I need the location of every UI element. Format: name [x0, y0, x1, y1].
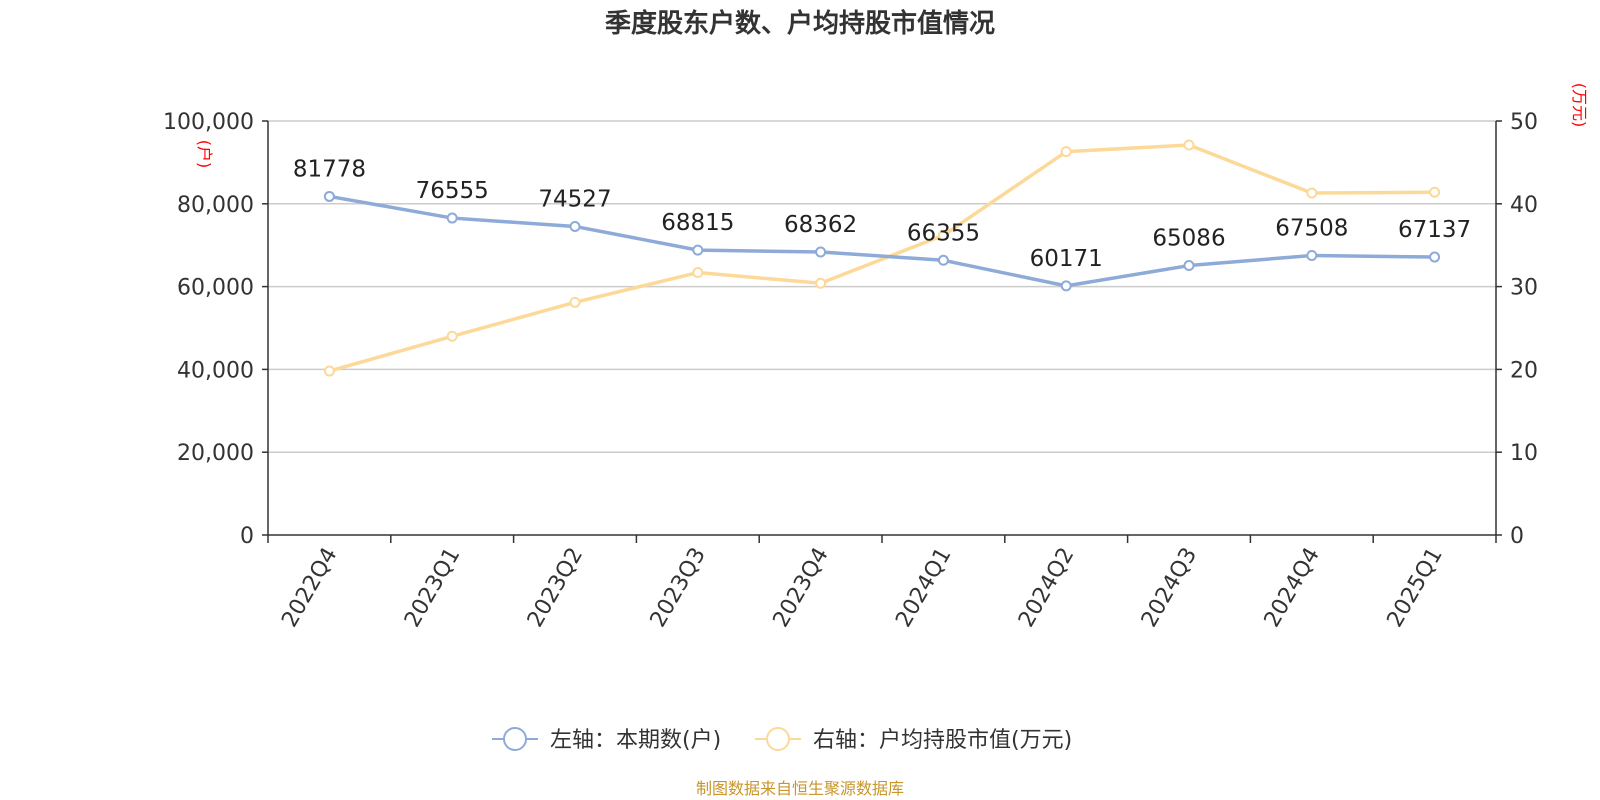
data-point — [1306, 187, 1318, 199]
right-axis-tick-label: 0 — [1510, 524, 1524, 549]
data-point — [1183, 139, 1195, 151]
data-label: 65086 — [1152, 226, 1225, 252]
data-point — [815, 246, 827, 258]
legend-households-label: 左轴：本期数(户) — [550, 728, 721, 753]
legend-item-market-value[interactable]: 右轴：户均持股市值(万元) — [755, 727, 1072, 753]
series-line — [329, 194, 1435, 288]
legend: 左轴：本期数(户) 右轴：户均持股市值(万元) — [492, 727, 1072, 753]
left-axis-tick-label: 40,000 — [177, 358, 254, 383]
x-axis-tick-label: 2024Q1 — [891, 544, 956, 632]
data-labels: 81778 76555 74527 68815 68362 66355 60171 65086… — [293, 156, 1471, 271]
data-point — [1429, 186, 1441, 198]
right-axis-unit: (万元) — [1570, 83, 1589, 128]
series-households — [323, 190, 1441, 292]
data-point — [815, 277, 827, 289]
left-axis-tick-label: 60,000 — [177, 276, 254, 301]
data-point — [692, 244, 704, 256]
left-axis-tick-label: 20,000 — [177, 441, 254, 466]
data-label: 66355 — [907, 220, 980, 246]
data-point — [323, 190, 335, 202]
data-point — [692, 267, 704, 279]
x-axis-tick-label: 2025Q1 — [1382, 544, 1447, 632]
data-point — [446, 212, 458, 224]
series-line — [328, 143, 1435, 373]
left-axis-tick-label: 0 — [240, 524, 254, 549]
data-point — [1060, 280, 1072, 292]
series-layer — [323, 139, 1441, 377]
x-axis-tick-label: 2022Q4 — [277, 544, 342, 632]
data-point — [1183, 260, 1195, 272]
data-point — [937, 229, 949, 241]
right-axis-tick-label: 20 — [1510, 358, 1538, 383]
x-axis-tick-label: 2024Q3 — [1137, 544, 1202, 632]
data-point — [323, 365, 335, 377]
legend-market-value-marker — [766, 727, 790, 751]
data-point — [1429, 251, 1441, 263]
data-label: 68815 — [661, 210, 734, 236]
grid-lines — [268, 120, 1496, 453]
data-point — [937, 254, 949, 266]
x-axis-tick-label: 2023Q2 — [523, 544, 588, 632]
data-label: 67508 — [1275, 216, 1348, 242]
legend-item-households[interactable]: 左轴：本期数(户) — [492, 727, 721, 753]
data-label: 81778 — [293, 156, 366, 182]
data-point — [446, 330, 458, 342]
data-point — [569, 220, 581, 232]
right-axis-tick-label: 50 — [1510, 110, 1538, 135]
legend-market-value-label: 右轴：户均持股市值(万元) — [813, 728, 1072, 753]
x-axis-tick-label: 2023Q1 — [400, 544, 465, 632]
data-label: 67137 — [1398, 217, 1471, 243]
x-axis-tick-label: 2023Q4 — [768, 544, 833, 632]
x-axis-tick-label: 2023Q3 — [646, 544, 711, 632]
legend-households-marker — [503, 727, 527, 751]
data-point — [569, 296, 581, 308]
right-axis-tick-label: 30 — [1510, 276, 1538, 301]
right-axis-tick-label: 10 — [1510, 441, 1538, 466]
x-axis-tick-label: 2024Q4 — [1260, 544, 1325, 632]
data-label: 76555 — [416, 178, 489, 204]
data-point — [1306, 250, 1318, 262]
data-label: 74527 — [538, 186, 611, 212]
axes: 0 0 20,000 10 40,000 20 60,000 30 80,000 40 100,00… — [163, 110, 1538, 632]
data-label: 68362 — [784, 212, 857, 238]
series-market-value — [323, 139, 1441, 377]
right-axis-tick-label: 40 — [1510, 193, 1538, 218]
data-source-note: 制图数据来自恒生聚源数据库 — [696, 779, 904, 798]
chart-title: 季度股东户数、户均持股市值情况 — [605, 8, 995, 39]
left-axis-tick-label: 80,000 — [177, 193, 254, 218]
left-axis-unit: (户) — [195, 140, 214, 169]
data-label: 60171 — [1030, 246, 1103, 272]
left-axis-tick-label: 100,000 — [163, 110, 254, 135]
x-axis-tick-label: 2024Q2 — [1014, 544, 1079, 632]
data-point — [1060, 146, 1072, 158]
